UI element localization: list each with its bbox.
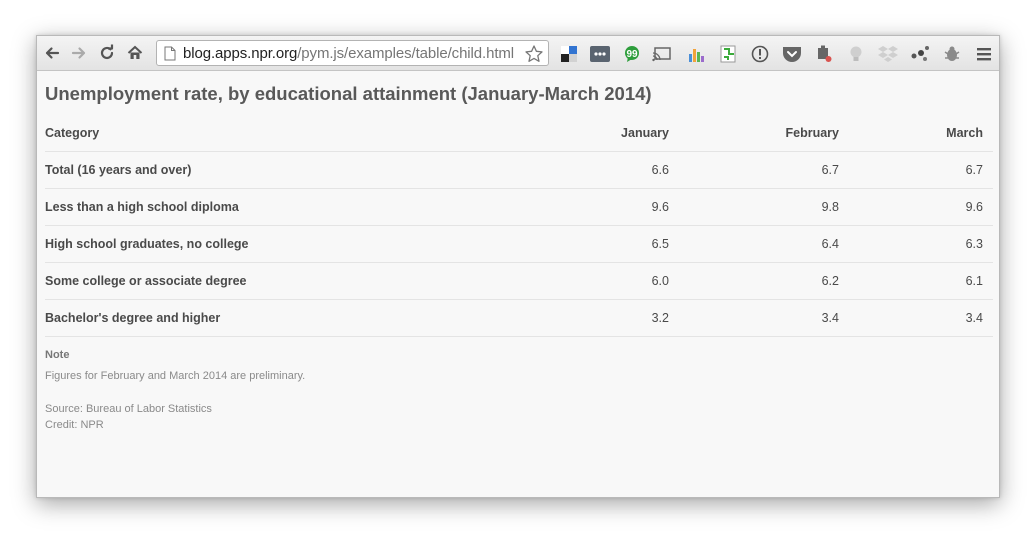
url-text: blog.apps.npr.org/pym.js/examples/table/… (183, 45, 514, 62)
row-february: 6.4 (679, 224, 849, 262)
page-title: Unemployment rate, by educational attain… (45, 83, 652, 104)
evernote-icon[interactable]: 99 (621, 43, 643, 65)
url-host: blog.apps.npr.org (183, 44, 298, 62)
row-january: 6.5 (515, 224, 679, 262)
table-row: Less than a high school diploma 9.6 9.8 … (45, 187, 993, 225)
row-january: 3.2 (515, 298, 679, 337)
header-march[interactable]: March (946, 126, 983, 141)
row-february: 9.8 (679, 187, 849, 225)
diff-icon[interactable] (717, 43, 739, 65)
table-row: Bachelor's degree and higher 3.2 3.4 3.4 (45, 298, 993, 337)
stamp-icon[interactable] (813, 43, 835, 65)
row-category: High school graduates, no college (45, 224, 515, 262)
row-january: 6.6 (515, 150, 679, 188)
dots-icon[interactable] (909, 43, 931, 65)
browser-window: blog.apps.npr.org/pym.js/examples/table/… (36, 35, 1000, 498)
menu-icon[interactable] (973, 43, 995, 65)
row-february: 6.2 (679, 261, 849, 299)
row-category: Bachelor's degree and higher (45, 298, 515, 337)
credit-text: Credit: NPR (45, 418, 104, 431)
row-february: 3.4 (679, 298, 849, 337)
header-february[interactable]: February (785, 126, 840, 141)
row-january: 9.6 (515, 187, 679, 225)
reload-icon[interactable] (97, 43, 117, 63)
page-icon (164, 46, 176, 61)
note-label: Note (45, 348, 70, 361)
info-icon[interactable] (749, 43, 771, 65)
table-header-row: Category January February March (45, 115, 993, 151)
row-february: 6.7 (679, 150, 849, 188)
browser-toolbar: blog.apps.npr.org/pym.js/examples/table/… (37, 36, 999, 71)
row-january: 6.0 (515, 261, 679, 299)
header-january[interactable]: January (621, 126, 669, 141)
footer-credits: Source: Bureau of Labor Statistics Credi… (45, 401, 993, 433)
url-path: /pym.js/examples/table/child.html (297, 44, 515, 62)
bug-icon[interactable] (941, 43, 963, 65)
pocket-icon[interactable] (781, 43, 803, 65)
dropbox-icon[interactable] (877, 43, 899, 65)
table-row: Total (16 years and over) 6.6 6.7 6.7 (45, 150, 993, 188)
row-category: Less than a high school diploma (45, 187, 515, 225)
data-table: Category January February March Total (1… (45, 115, 993, 337)
more-icon[interactable] (589, 43, 611, 65)
note-text: Figures for February and March 2014 are … (45, 369, 306, 382)
home-icon[interactable] (125, 43, 145, 63)
source-text: Source: Bureau of Labor Statistics (45, 402, 212, 415)
row-march: 3.4 (849, 298, 993, 337)
row-march: 6.1 (849, 261, 993, 299)
address-bar[interactable]: blog.apps.npr.org/pym.js/examples/table/… (156, 40, 549, 66)
delicious-icon[interactable] (558, 43, 580, 65)
cast-icon[interactable] (651, 43, 673, 65)
bulb-icon[interactable] (845, 43, 867, 65)
page-content: Unemployment rate, by educational attain… (45, 71, 993, 433)
forward-icon[interactable] (69, 43, 89, 63)
row-category: Total (16 years and over) (45, 150, 515, 188)
bookmark-star-icon[interactable] (524, 44, 544, 64)
table-row: Some college or associate degree 6.0 6.2… (45, 261, 993, 299)
back-icon[interactable] (42, 43, 62, 63)
row-category: Some college or associate degree (45, 261, 515, 299)
row-march: 6.3 (849, 224, 993, 262)
svg-text:99: 99 (626, 49, 638, 60)
analytics-icon[interactable] (685, 43, 707, 65)
header-category[interactable]: Category (45, 126, 100, 141)
row-march: 9.6 (849, 187, 993, 225)
row-march: 6.7 (849, 150, 993, 188)
table-row: High school graduates, no college 6.5 6.… (45, 224, 993, 262)
